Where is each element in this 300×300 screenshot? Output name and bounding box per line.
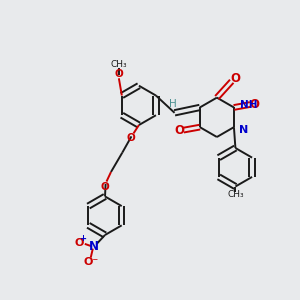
Text: H: H — [169, 99, 177, 109]
Text: +: + — [79, 234, 86, 243]
Text: N: N — [239, 124, 248, 134]
Text: O: O — [115, 69, 123, 79]
Text: O: O — [100, 182, 109, 192]
Text: CH₃: CH₃ — [111, 59, 127, 68]
Text: CH₃: CH₃ — [227, 190, 244, 200]
Text: O: O — [175, 124, 184, 136]
Text: N: N — [89, 240, 99, 253]
Text: O: O — [231, 72, 241, 86]
Text: NH: NH — [241, 100, 258, 110]
Text: O: O — [126, 133, 135, 143]
Text: O⁻: O⁻ — [83, 257, 98, 267]
Text: O: O — [249, 98, 259, 111]
Text: O: O — [75, 238, 84, 248]
